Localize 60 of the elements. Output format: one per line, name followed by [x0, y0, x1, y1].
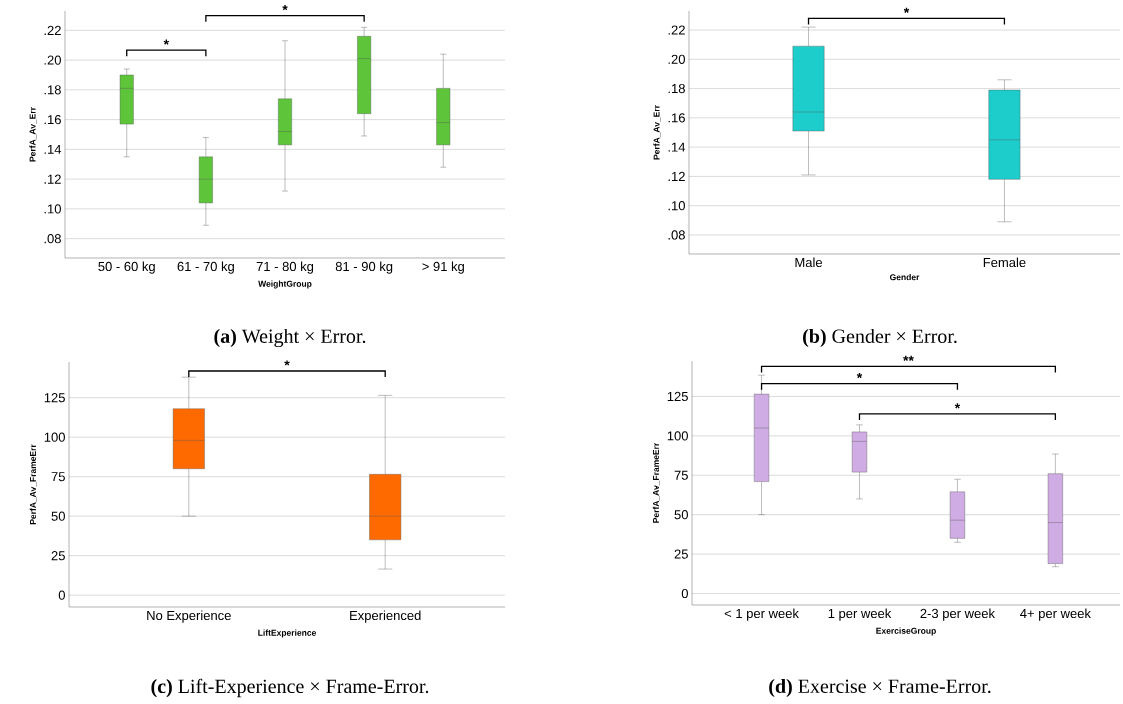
- x-axis-title: ExerciseGroup: [876, 627, 936, 636]
- y-tick-label: .12: [668, 171, 685, 181]
- x-axis-title: WeightGroup: [258, 280, 312, 289]
- y-tick-label: 75: [51, 472, 65, 482]
- annotation: *: [954, 403, 961, 409]
- y-tick-label: .08: [44, 234, 61, 244]
- y-tick-label: 50: [51, 511, 65, 521]
- text: *: [282, 4, 288, 11]
- x-tick-label: 50 - 60 kg: [98, 261, 155, 274]
- text: (d) Exercise × Frame-Error.: [769, 678, 991, 698]
- y-tick-label: .22: [668, 25, 685, 35]
- y-tick-label: .22: [44, 25, 61, 35]
- y-tick-label: .20: [668, 54, 685, 64]
- annotation: *: [903, 7, 910, 13]
- annotation: *: [284, 360, 290, 366]
- annotation: *: [856, 372, 863, 379]
- x-tick-label: 61 - 70 kg: [177, 261, 234, 274]
- x-tick-label: Experienced: [350, 610, 421, 623]
- y-tick-label: .10: [668, 201, 685, 211]
- y-tick-label: 0: [58, 590, 65, 600]
- text: **: [903, 355, 914, 361]
- y-tick-label: 100: [44, 432, 65, 442]
- x-tick-label: 71 - 80 kg: [256, 261, 314, 274]
- x-axis-title: Gender: [889, 273, 920, 281]
- x-tick-label: No Experience: [147, 610, 231, 623]
- x-tick-label: 81 - 90 kg: [335, 261, 393, 274]
- y-tick-label: .20: [44, 55, 61, 65]
- y-tick-label: .10: [44, 204, 61, 214]
- y-tick-label: .12: [44, 174, 61, 184]
- y-tick-label: 25: [674, 549, 688, 559]
- x-tick-label: Female: [983, 257, 1026, 268]
- y-axis-title: PerfA_Av_Err: [29, 107, 37, 162]
- y-tick-label: .14: [668, 142, 686, 152]
- x-tick-label: > 91 kg: [422, 261, 464, 274]
- y-axis-title: PerfA_Av_FrameErr: [29, 444, 37, 525]
- x-tick-label: 4+ per week: [1020, 608, 1091, 621]
- y-tick-label: 0: [681, 588, 688, 599]
- y-tick-label: 50: [674, 510, 688, 520]
- x-tick-label: 2-3 per week: [920, 608, 996, 621]
- annotation: *: [163, 39, 170, 45]
- y-tick-label: .16: [668, 113, 685, 123]
- y-axis-title: PerfA_Av_Err: [653, 105, 661, 160]
- y-tick-label: 75: [674, 470, 688, 480]
- y-tick-label: .18: [668, 83, 685, 94]
- x-axis-title: LiftExperience: [258, 629, 316, 638]
- y-tick-label: .14: [44, 144, 62, 154]
- y-tick-label: .18: [44, 85, 61, 95]
- y-tick-label: 25: [51, 551, 65, 561]
- y-tick-label: 100: [667, 431, 688, 441]
- y-axis-title: PerfA_Av_FrameErr: [652, 442, 660, 523]
- y-tick-label: .08: [668, 230, 685, 240]
- x-tick-label: 1 per week: [828, 608, 892, 621]
- y-tick-label: 125: [44, 393, 65, 403]
- text: (a) Weight × Error.: [214, 328, 366, 348]
- y-tick-label: 125: [667, 391, 688, 402]
- text: (c) Lift-Experience × Frame-Error.: [151, 678, 429, 698]
- x-tick-label: Male: [795, 257, 823, 268]
- text: (b) Gender × Error.: [803, 328, 957, 348]
- x-tick-label: < 1 per week: [724, 608, 799, 621]
- y-tick-label: .16: [44, 115, 61, 125]
